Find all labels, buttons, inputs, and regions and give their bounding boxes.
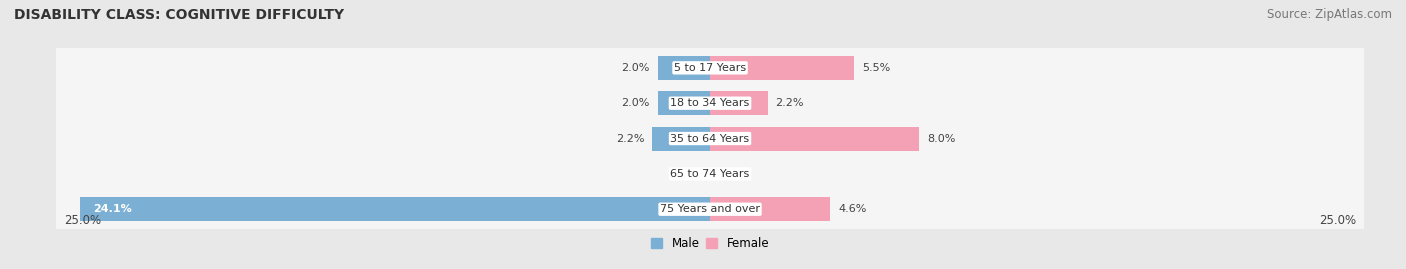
Bar (710, 91, 768, 115)
FancyBboxPatch shape (52, 76, 1368, 130)
Bar (710, 197, 831, 221)
Text: 0.0%: 0.0% (718, 169, 747, 179)
Bar (658, 91, 710, 115)
Text: 25.0%: 25.0% (1319, 214, 1355, 227)
Bar (710, 56, 853, 80)
Text: 8.0%: 8.0% (927, 133, 956, 144)
FancyBboxPatch shape (52, 112, 1368, 165)
Text: 5.5%: 5.5% (862, 63, 890, 73)
Legend: Male, Female: Male, Female (645, 233, 775, 255)
Text: 2.2%: 2.2% (776, 98, 804, 108)
Text: 5 to 17 Years: 5 to 17 Years (673, 63, 747, 73)
Text: 75 Years and over: 75 Years and over (659, 204, 761, 214)
Text: 2.0%: 2.0% (621, 63, 650, 73)
Text: 0.0%: 0.0% (673, 169, 702, 179)
Text: 65 to 74 Years: 65 to 74 Years (671, 169, 749, 179)
Bar (658, 56, 710, 80)
Bar (710, 126, 920, 151)
FancyBboxPatch shape (52, 147, 1368, 201)
Text: 4.6%: 4.6% (838, 204, 866, 214)
Text: 18 to 34 Years: 18 to 34 Years (671, 98, 749, 108)
Bar (652, 126, 710, 151)
FancyBboxPatch shape (52, 41, 1368, 95)
Text: 25.0%: 25.0% (65, 214, 101, 227)
Text: 2.0%: 2.0% (621, 98, 650, 108)
Text: DISABILITY CLASS: COGNITIVE DIFFICULTY: DISABILITY CLASS: COGNITIVE DIFFICULTY (14, 8, 344, 22)
Text: 2.2%: 2.2% (616, 133, 644, 144)
Text: 35 to 64 Years: 35 to 64 Years (671, 133, 749, 144)
Bar (80, 197, 710, 221)
Text: Source: ZipAtlas.com: Source: ZipAtlas.com (1267, 8, 1392, 21)
FancyBboxPatch shape (52, 182, 1368, 236)
Text: 24.1%: 24.1% (93, 204, 132, 214)
